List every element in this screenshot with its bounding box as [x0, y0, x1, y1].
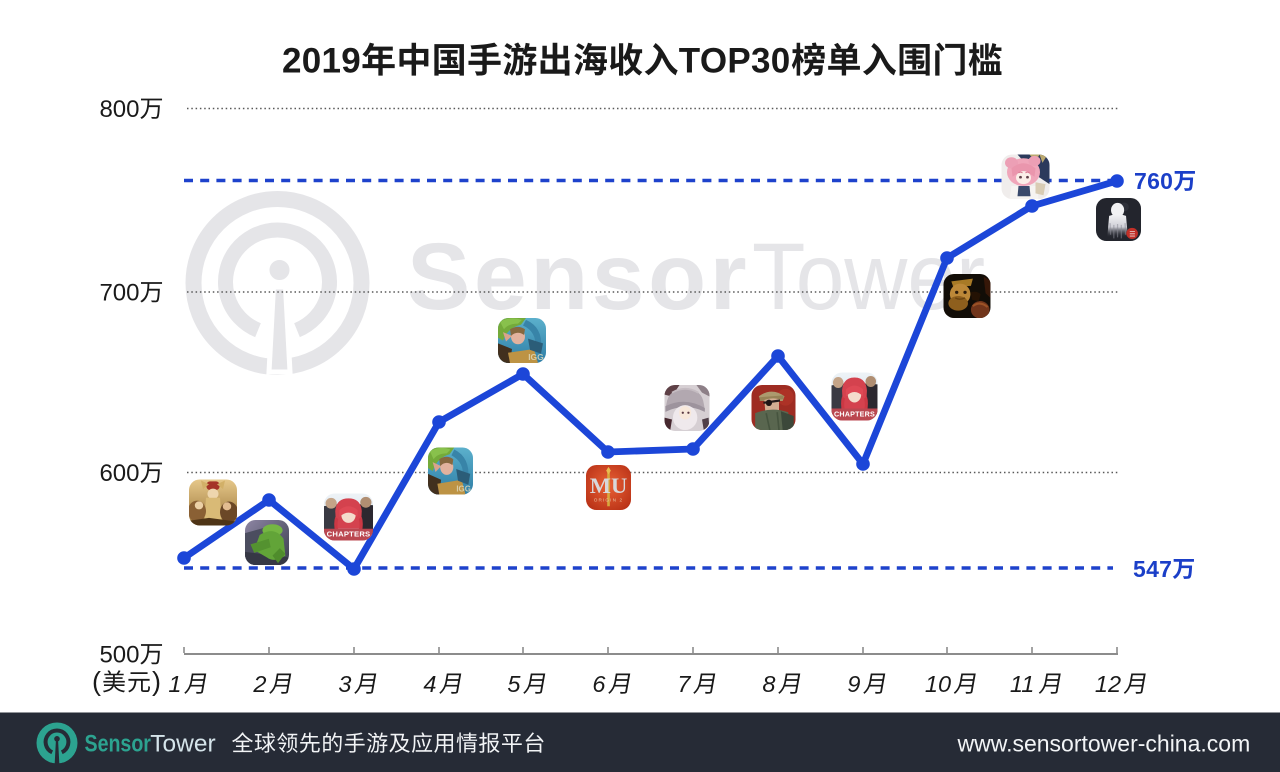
svg-text:12: 12 [1095, 671, 1121, 697]
svg-text:800: 800 [99, 96, 139, 123]
svg-text:(: ( [92, 667, 102, 697]
svg-text:IGG: IGG [528, 353, 544, 362]
svg-text:547: 547 [1133, 556, 1172, 582]
svg-text:2019: 2019 [282, 42, 361, 81]
svg-text:600: 600 [99, 460, 139, 487]
svg-text:6: 6 [592, 671, 606, 697]
svg-text:ORIGIN 2: ORIGIN 2 [594, 498, 624, 503]
svg-text:3: 3 [338, 671, 351, 697]
svg-text:8: 8 [762, 671, 775, 697]
svg-text:MU: MU [590, 473, 628, 498]
svg-text:7: 7 [677, 671, 691, 697]
svg-text:11: 11 [1010, 671, 1034, 697]
svg-text:CHAPTERS: CHAPTERS [327, 530, 371, 539]
svg-text:www.sensortower-china.com: www.sensortower-china.com [957, 730, 1251, 756]
svg-text:TOP30: TOP30 [679, 42, 791, 81]
svg-text:Tower: Tower [150, 730, 215, 757]
svg-text:500: 500 [99, 642, 139, 669]
svg-text:9: 9 [847, 671, 860, 697]
svg-text:IGG: IGG [456, 484, 471, 493]
svg-text:760: 760 [1134, 168, 1173, 194]
svg-text:Sensor: Sensor [85, 729, 152, 757]
svg-text:700: 700 [99, 280, 139, 307]
svg-text:4: 4 [423, 671, 436, 697]
svg-text:Sensor: Sensor [407, 224, 750, 330]
svg-text:CHAPTERS: CHAPTERS [834, 409, 875, 418]
svg-text:): ) [152, 667, 162, 697]
svg-text:5: 5 [507, 671, 521, 697]
svg-text:10: 10 [925, 671, 951, 697]
svg-text:1: 1 [168, 671, 181, 697]
svg-text:2: 2 [252, 671, 266, 697]
